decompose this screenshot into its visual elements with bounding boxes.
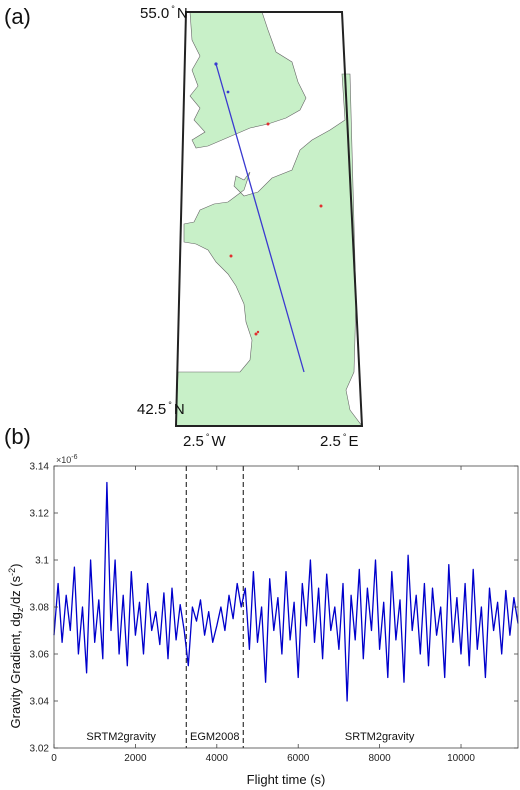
flight-track <box>215 63 305 373</box>
red-point <box>256 330 260 334</box>
panel-a-label: (a) <box>4 4 31 29</box>
x-tick-label: 2000 <box>124 753 147 764</box>
y-axis-label: Gravity Gradient, dgz/dz (s-2) <box>7 564 25 729</box>
gravity-gradient-line <box>53 481 519 702</box>
red-point <box>319 204 323 208</box>
y-tick-label: 3.14 <box>30 462 50 473</box>
y-tick-label: 3.06 <box>30 650 50 661</box>
red-point <box>266 122 270 126</box>
right-lon-label: 2.5 ° E <box>320 432 359 450</box>
red-point <box>229 254 233 258</box>
x-tick-label: 0 <box>51 753 57 764</box>
y-tick-label: 3.02 <box>30 744 50 755</box>
x-tick-label: 6000 <box>287 753 310 764</box>
region-label: SRTM2gravity <box>345 731 415 743</box>
y-tick-label: 3.04 <box>30 697 50 708</box>
track-start-point <box>214 62 218 66</box>
map <box>174 11 364 427</box>
gravity-gradient-chart: 0 2000 4000 6000 8000 10000 3.02 3.04 3.06 3.08 3.… <box>7 454 519 787</box>
left-lon-label: 2.5 ° W <box>183 432 226 450</box>
red-point <box>254 332 258 336</box>
map-border <box>174 11 364 427</box>
x-axis-label: Flight time (s) <box>247 772 326 787</box>
top-lat-label: 55.0 ° N <box>140 4 188 22</box>
y-tick-label: 3.1 <box>35 556 49 567</box>
bottom-lat-label: 42.5 ° N <box>137 400 185 418</box>
panel-b-label: (b) <box>4 424 31 449</box>
region-label: EGM2008 <box>190 731 240 743</box>
x-tick-label: 8000 <box>368 753 391 764</box>
region-label: SRTM2gravity <box>86 731 156 743</box>
x-tick-label: 10000 <box>447 753 475 764</box>
y-tick-label: 3.08 <box>30 603 50 614</box>
track-point <box>226 90 230 94</box>
land-britain <box>189 11 307 149</box>
y-exponent-label: ×10-6 <box>56 454 78 465</box>
x-tick-label: 4000 <box>206 753 229 764</box>
y-tick-label: 3.12 <box>30 509 50 520</box>
